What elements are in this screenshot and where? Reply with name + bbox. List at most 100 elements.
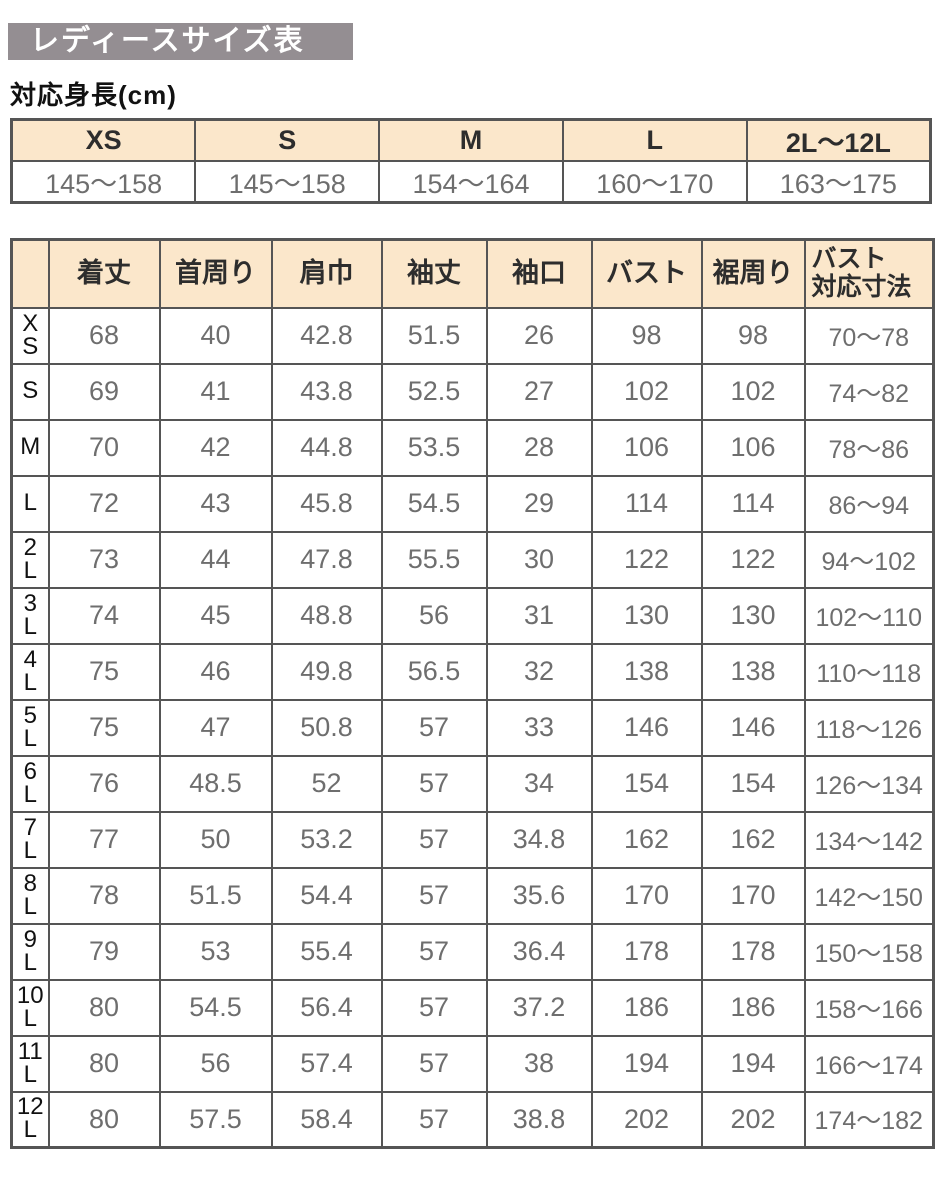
size-table-cell: 30 bbox=[485, 530, 593, 589]
size-table-header-sleeve-length: 袖丈 bbox=[380, 238, 488, 309]
height-value-2l-12l: 163〜175 bbox=[745, 160, 932, 204]
size-table-cell: 170 bbox=[590, 866, 703, 925]
size-table-cell: 57 bbox=[380, 1090, 488, 1149]
size-table-cell: 34.8 bbox=[485, 810, 593, 869]
size-table-cell: 146 bbox=[700, 698, 806, 757]
size-table-cell: 78〜86 bbox=[803, 418, 935, 477]
height-table-header-s: S bbox=[194, 118, 381, 162]
size-table-row-6l: 6 L 76 48.5 52 57 34 154 154 126〜134 bbox=[10, 754, 935, 813]
size-table-cell: 53.5 bbox=[380, 418, 488, 477]
size-table-cell: 72 bbox=[47, 474, 161, 533]
size-table-cell: 186 bbox=[700, 978, 806, 1037]
size-table-cell: 130 bbox=[590, 586, 703, 645]
size-table-cell: 49.8 bbox=[270, 642, 383, 701]
size-table-header-shoulder: 肩巾 bbox=[270, 238, 383, 309]
size-table-row-4l: 4 L 75 46 49.8 56.5 32 138 138 110〜118 bbox=[10, 642, 935, 701]
size-table-header-neck: 首周り bbox=[158, 238, 273, 309]
size-table-cell: 38.8 bbox=[485, 1090, 593, 1149]
size-table-header-row: 着丈 首周り 肩巾 袖丈 袖口 バスト 裾周り バスト 対応寸法 bbox=[10, 238, 935, 309]
size-table-cell: 126〜134 bbox=[803, 754, 935, 813]
size-table-cell: 98 bbox=[590, 306, 703, 365]
size-row-label: 7 L bbox=[10, 810, 50, 869]
size-row-label: 4 L bbox=[10, 642, 50, 701]
size-table-cell: 38 bbox=[485, 1034, 593, 1093]
size-table-cell: 31 bbox=[485, 586, 593, 645]
size-table-header-hem: 裾周り bbox=[700, 238, 806, 309]
size-row-label: L bbox=[10, 474, 50, 533]
size-table-row-xs: X S 68 40 42.8 51.5 26 98 98 70〜78 bbox=[10, 306, 935, 365]
size-table: 着丈 首周り 肩巾 袖丈 袖口 バスト 裾周り バスト 対応寸法 X S 68 … bbox=[10, 238, 935, 1149]
size-table-cell: 70〜78 bbox=[803, 306, 935, 365]
size-table-cell: 56.4 bbox=[270, 978, 383, 1037]
size-table-cell: 75 bbox=[47, 642, 161, 701]
size-table-cell: 74 bbox=[47, 586, 161, 645]
size-table-cell: 158〜166 bbox=[803, 978, 935, 1037]
size-table-cell: 75 bbox=[47, 698, 161, 757]
size-table-cell: 106 bbox=[700, 418, 806, 477]
height-table-header-row: XS S M L 2L〜12L bbox=[10, 118, 932, 162]
height-value-l: 160〜170 bbox=[561, 160, 748, 204]
size-table-cell: 43 bbox=[158, 474, 273, 533]
size-table-row-10l: 10 L 80 54.5 56.4 57 37.2 186 186 158〜16… bbox=[10, 978, 935, 1037]
size-table-cell: 102 bbox=[590, 362, 703, 421]
size-table-cell: 78 bbox=[47, 866, 161, 925]
size-table-cell: 57 bbox=[380, 866, 488, 925]
size-table-cell: 57 bbox=[380, 922, 488, 981]
size-table-cell: 80 bbox=[47, 1090, 161, 1149]
size-table-cell: 57 bbox=[380, 1034, 488, 1093]
height-table-header-xs: XS bbox=[10, 118, 197, 162]
size-table-row-7l: 7 L 77 50 53.2 57 34.8 162 162 134〜142 bbox=[10, 810, 935, 869]
size-table-cell: 130 bbox=[700, 586, 806, 645]
size-table-cell: 56.5 bbox=[380, 642, 488, 701]
size-table-cell: 48.5 bbox=[158, 754, 273, 813]
size-table-cell: 68 bbox=[47, 306, 161, 365]
size-table-cell: 37.2 bbox=[485, 978, 593, 1037]
size-table-cell: 106 bbox=[590, 418, 703, 477]
size-row-label: 9 L bbox=[10, 922, 50, 981]
size-table-cell: 150〜158 bbox=[803, 922, 935, 981]
size-table-cell: 138 bbox=[590, 642, 703, 701]
size-table-row-3l: 3 L 74 45 48.8 56 31 130 130 102〜110 bbox=[10, 586, 935, 645]
size-table-header-cuff: 袖口 bbox=[485, 238, 593, 309]
size-table-cell: 122 bbox=[590, 530, 703, 589]
size-row-label: 3 L bbox=[10, 586, 50, 645]
size-table-cell: 69 bbox=[47, 362, 161, 421]
height-table-title: 対応身長(cm) bbox=[10, 80, 177, 110]
size-table-cell: 56 bbox=[158, 1034, 273, 1093]
size-table-cell: 57 bbox=[380, 754, 488, 813]
size-table-cell: 114 bbox=[700, 474, 806, 533]
size-table-row-2l: 2 L 73 44 47.8 55.5 30 122 122 94〜102 bbox=[10, 530, 935, 589]
size-table-cell: 80 bbox=[47, 1034, 161, 1093]
size-row-label: 2 L bbox=[10, 530, 50, 589]
size-table-cell: 26 bbox=[485, 306, 593, 365]
height-value-m: 154〜164 bbox=[378, 160, 564, 204]
size-table-cell: 53 bbox=[158, 922, 273, 981]
size-table-cell: 94〜102 bbox=[803, 530, 935, 589]
size-table-cell: 174〜182 bbox=[803, 1090, 935, 1149]
size-table-cell: 194 bbox=[700, 1034, 806, 1093]
size-table-cell: 162 bbox=[700, 810, 806, 869]
size-table-cell: 54.4 bbox=[270, 866, 383, 925]
size-row-label: 11 L bbox=[10, 1034, 50, 1093]
size-table-cell: 42.8 bbox=[270, 306, 383, 365]
size-row-label: 8 L bbox=[10, 866, 50, 925]
size-table-row-11l: 11 L 80 56 57.4 57 38 194 194 166〜174 bbox=[10, 1034, 935, 1093]
size-table-cell: 47.8 bbox=[270, 530, 383, 589]
size-table-cell: 45 bbox=[158, 586, 273, 645]
size-table-cell: 54.5 bbox=[380, 474, 488, 533]
size-table-cell: 86〜94 bbox=[803, 474, 935, 533]
size-table-cell: 55.5 bbox=[380, 530, 488, 589]
size-row-label: X S bbox=[10, 306, 50, 365]
size-table-cell: 178 bbox=[700, 922, 806, 981]
size-table-cell: 28 bbox=[485, 418, 593, 477]
size-table-cell: 76 bbox=[47, 754, 161, 813]
height-table-header-m: M bbox=[378, 118, 564, 162]
size-table-cell: 43.8 bbox=[270, 362, 383, 421]
size-table-cell: 73 bbox=[47, 530, 161, 589]
size-table-header-bust: バスト bbox=[590, 238, 703, 309]
size-table-cell: 178 bbox=[590, 922, 703, 981]
size-table-cell: 29 bbox=[485, 474, 593, 533]
size-table-cell: 110〜118 bbox=[803, 642, 935, 701]
height-table-value-row: 145〜158 145〜158 154〜164 160〜170 163〜175 bbox=[10, 160, 932, 204]
size-table-cell: 118〜126 bbox=[803, 698, 935, 757]
